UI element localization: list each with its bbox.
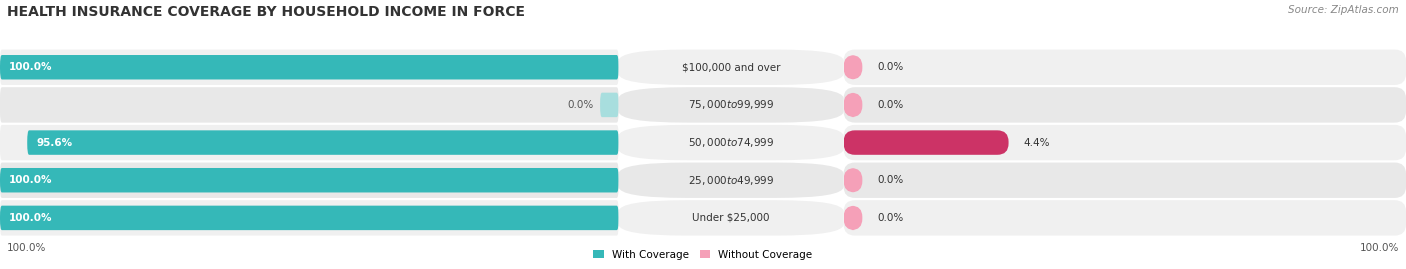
FancyBboxPatch shape xyxy=(619,200,844,236)
Text: $50,000 to $74,999: $50,000 to $74,999 xyxy=(688,136,775,149)
FancyBboxPatch shape xyxy=(844,200,1406,236)
FancyBboxPatch shape xyxy=(619,49,844,85)
FancyBboxPatch shape xyxy=(619,125,844,160)
Text: 95.6%: 95.6% xyxy=(37,137,73,148)
FancyBboxPatch shape xyxy=(0,125,619,160)
FancyBboxPatch shape xyxy=(0,162,619,198)
Text: 0.0%: 0.0% xyxy=(568,100,593,110)
FancyBboxPatch shape xyxy=(844,168,862,193)
FancyBboxPatch shape xyxy=(844,206,862,230)
FancyBboxPatch shape xyxy=(0,206,619,230)
FancyBboxPatch shape xyxy=(844,55,862,80)
Legend: With Coverage, Without Coverage: With Coverage, Without Coverage xyxy=(589,245,817,264)
Text: 100.0%: 100.0% xyxy=(7,243,46,253)
Text: 0.0%: 0.0% xyxy=(877,62,904,72)
FancyBboxPatch shape xyxy=(619,87,844,123)
Text: Under $25,000: Under $25,000 xyxy=(692,213,770,223)
Text: 100.0%: 100.0% xyxy=(10,62,53,72)
FancyBboxPatch shape xyxy=(844,125,1406,160)
Text: 4.4%: 4.4% xyxy=(1024,137,1050,148)
FancyBboxPatch shape xyxy=(600,93,619,117)
FancyBboxPatch shape xyxy=(844,49,1406,85)
Text: 100.0%: 100.0% xyxy=(10,175,53,185)
Text: 100.0%: 100.0% xyxy=(1360,243,1399,253)
FancyBboxPatch shape xyxy=(844,130,1008,155)
FancyBboxPatch shape xyxy=(27,130,619,155)
FancyBboxPatch shape xyxy=(0,87,619,123)
Text: $100,000 and over: $100,000 and over xyxy=(682,62,780,72)
FancyBboxPatch shape xyxy=(844,93,862,117)
Text: Source: ZipAtlas.com: Source: ZipAtlas.com xyxy=(1288,5,1399,15)
FancyBboxPatch shape xyxy=(844,87,1406,123)
Text: 0.0%: 0.0% xyxy=(877,175,904,185)
FancyBboxPatch shape xyxy=(0,49,619,85)
Text: 0.0%: 0.0% xyxy=(877,100,904,110)
FancyBboxPatch shape xyxy=(844,162,1406,198)
Text: HEALTH INSURANCE COVERAGE BY HOUSEHOLD INCOME IN FORCE: HEALTH INSURANCE COVERAGE BY HOUSEHOLD I… xyxy=(7,5,524,19)
FancyBboxPatch shape xyxy=(0,168,619,193)
FancyBboxPatch shape xyxy=(0,200,619,236)
Text: $75,000 to $99,999: $75,000 to $99,999 xyxy=(688,98,775,111)
Text: 100.0%: 100.0% xyxy=(10,213,53,223)
Text: $25,000 to $49,999: $25,000 to $49,999 xyxy=(688,174,775,187)
FancyBboxPatch shape xyxy=(0,55,619,80)
Text: 0.0%: 0.0% xyxy=(877,213,904,223)
FancyBboxPatch shape xyxy=(619,162,844,198)
